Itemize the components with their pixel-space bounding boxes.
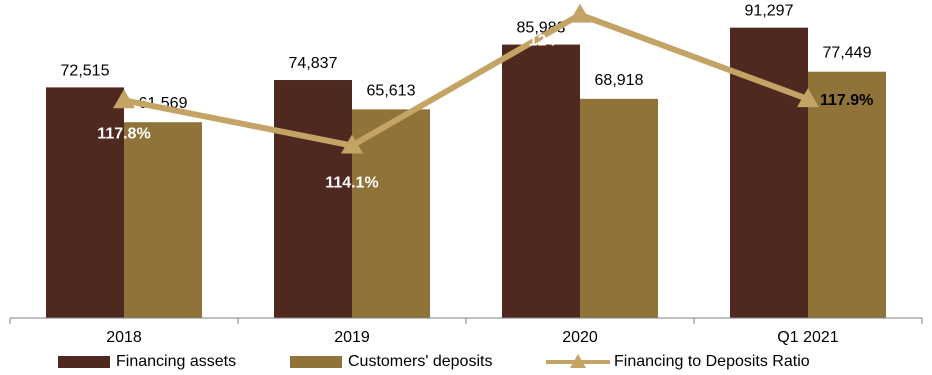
ratio-labels: 117.8% 114.1% 124 117.9%	[97, 33, 873, 192]
legend-label-customers-deposits: Customers' deposits	[348, 353, 493, 370]
legend: Financing assets Customers' deposits Fin…	[0, 350, 932, 374]
legend-swatch-customers-deposits	[290, 356, 342, 368]
legend-swatch-financing-assets	[58, 356, 110, 368]
bar-customers-deposits	[808, 71, 886, 318]
legend-item-ratio: Financing to Deposits Ratio	[546, 350, 810, 374]
legend-item-customers-deposits: Customers' deposits	[290, 350, 492, 374]
bar-customers-deposits	[580, 98, 658, 318]
bar-financing-assets	[730, 27, 808, 319]
bar-label-financing-assets: 72,515	[61, 62, 110, 79]
bar-label-customers-deposits: 77,449	[823, 45, 872, 62]
ratio-marker	[797, 88, 819, 108]
ratio-marker	[341, 134, 363, 154]
x-axis-ticks	[9, 318, 923, 324]
bar-customers-deposits	[352, 109, 430, 318]
ratio-line	[123, 11, 810, 149]
bar-financing-assets	[274, 80, 352, 318]
legend-item-financing-assets: Financing assets	[58, 350, 236, 374]
ratio-label: 114.1%	[325, 175, 378, 192]
bar-financing-assets	[502, 44, 580, 318]
bar-label-customers-deposits: 68,918	[595, 72, 644, 89]
category-label: 2019	[334, 329, 370, 346]
category-labels: 2018 2019 2020 Q1 2021	[106, 329, 839, 346]
ratio-line-layer	[113, 3, 819, 154]
bar-label-financing-assets: 91,297	[745, 3, 794, 20]
category-label: 2020	[562, 329, 598, 346]
legend-label-financing-assets: Financing assets	[116, 353, 237, 370]
category-label: 2018	[106, 329, 142, 346]
ratio-marker	[113, 89, 135, 109]
ratio-marker	[569, 3, 591, 23]
bar-financing-assets	[46, 87, 124, 318]
legend-label-ratio: Financing to Deposits Ratio	[614, 353, 810, 370]
bar-label-financing-assets: 74,837	[289, 55, 338, 72]
bars-layer	[46, 27, 886, 319]
ratio-label: 117.8%	[97, 125, 150, 142]
bar-label-customers-deposits: 65,613	[367, 82, 416, 99]
bar-value-labels: 72,51561,56974,83765,61385,98368,91891,2…	[61, 3, 872, 113]
ratio-label: 124	[529, 33, 556, 50]
category-label: Q1 2021	[777, 329, 838, 346]
legend-line-ratio	[546, 354, 610, 368]
bar-customers-deposits	[124, 122, 202, 319]
ratio-label: 117.9%	[820, 92, 873, 109]
